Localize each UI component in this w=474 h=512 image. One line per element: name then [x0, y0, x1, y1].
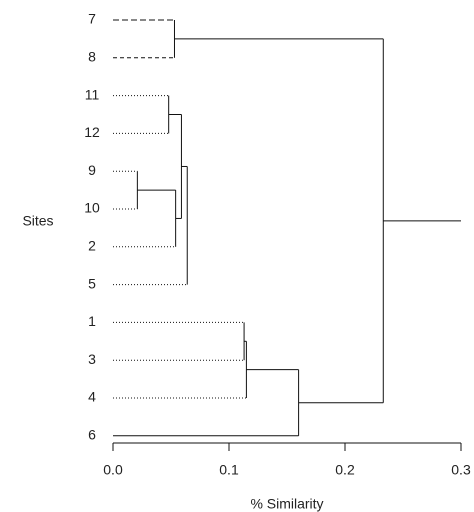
x-axis-label: % Similarity: [250, 496, 323, 512]
x-tick-label: 0.0: [103, 462, 123, 478]
leaf-label: 2: [88, 238, 96, 254]
leaf-label: 1: [88, 313, 96, 329]
x-tick-label: 0.2: [335, 462, 355, 478]
leaf-label: 9: [88, 162, 96, 178]
leaf-label: 3: [88, 351, 96, 367]
leaf-label: 6: [88, 427, 96, 443]
x-tick-label: 0.1: [219, 462, 239, 478]
x-tick-label: 0.3: [451, 462, 471, 478]
leaf-label: 8: [88, 49, 96, 65]
leaf-label: 12: [84, 124, 100, 140]
leaf-label: 4: [88, 389, 96, 405]
y-axis-label: Sites: [22, 213, 53, 229]
leaf-label: 10: [84, 200, 100, 216]
leaf-label: 11: [85, 86, 100, 102]
leaf-label: 5: [88, 275, 96, 291]
leaf-label: 7: [88, 11, 96, 27]
